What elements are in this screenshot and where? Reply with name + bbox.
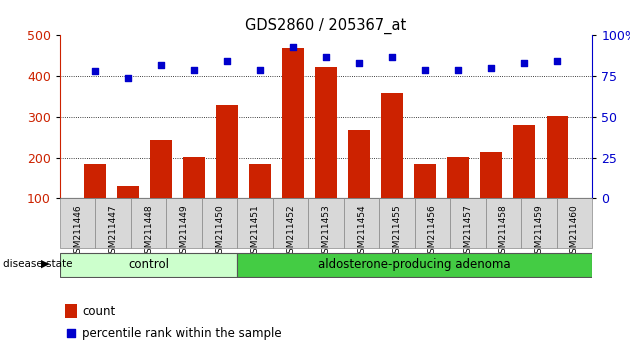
FancyBboxPatch shape (344, 198, 379, 248)
FancyBboxPatch shape (238, 253, 592, 276)
Point (288, 44, 298, 50)
Text: GSM211448: GSM211448 (144, 204, 153, 259)
FancyBboxPatch shape (557, 198, 592, 248)
Point (453, 67, 463, 73)
Text: GSM211457: GSM211457 (464, 204, 472, 259)
Bar (447, 157, 469, 198)
Text: control: control (128, 258, 169, 271)
Bar (117, 186, 139, 198)
Point (420, 67, 430, 73)
Point (486, 65, 496, 71)
FancyBboxPatch shape (202, 198, 238, 248)
Point (189, 67, 199, 73)
Bar (282, 48, 304, 198)
Bar (381, 93, 403, 198)
FancyBboxPatch shape (60, 253, 238, 276)
Bar (315, 67, 337, 198)
Text: count: count (82, 305, 115, 318)
Text: GSM211452: GSM211452 (286, 204, 295, 259)
Text: aldosterone-producing adenoma: aldosterone-producing adenoma (318, 258, 511, 271)
Point (156, 62, 166, 68)
Bar (183, 157, 205, 198)
Point (66, 330, 76, 336)
Bar (216, 105, 238, 198)
Bar (249, 164, 271, 198)
FancyBboxPatch shape (308, 198, 344, 248)
Text: GSM211453: GSM211453 (321, 204, 331, 259)
Text: GSM211456: GSM211456 (428, 204, 437, 259)
FancyBboxPatch shape (60, 198, 95, 248)
Text: ▶: ▶ (41, 259, 49, 269)
FancyBboxPatch shape (450, 198, 486, 248)
Bar (150, 140, 171, 198)
FancyBboxPatch shape (131, 198, 166, 248)
Bar (547, 116, 568, 198)
Text: percentile rank within the sample: percentile rank within the sample (82, 326, 282, 339)
Text: GSM211449: GSM211449 (180, 204, 188, 259)
Bar (481, 152, 502, 198)
Point (354, 60, 364, 66)
FancyBboxPatch shape (379, 198, 415, 248)
Point (123, 75, 133, 81)
Point (553, 59, 563, 64)
Text: GSM211455: GSM211455 (392, 204, 401, 259)
FancyBboxPatch shape (415, 198, 450, 248)
Bar (513, 125, 535, 198)
Text: GSM211450: GSM211450 (215, 204, 224, 259)
Point (519, 60, 529, 66)
Text: GSM211447: GSM211447 (108, 204, 118, 259)
FancyBboxPatch shape (273, 198, 308, 248)
FancyBboxPatch shape (238, 198, 273, 248)
FancyBboxPatch shape (95, 198, 131, 248)
Point (89, 68, 100, 74)
Text: GSM211458: GSM211458 (499, 204, 508, 259)
Text: GSM211451: GSM211451 (251, 204, 260, 259)
Title: GDS2860 / 205367_at: GDS2860 / 205367_at (246, 18, 406, 34)
Bar (348, 130, 370, 198)
FancyBboxPatch shape (166, 198, 202, 248)
Bar (65, 304, 77, 318)
Point (321, 54, 331, 59)
Text: GSM211446: GSM211446 (73, 204, 82, 259)
Point (222, 59, 232, 64)
Text: GSM211454: GSM211454 (357, 204, 366, 259)
Text: disease state: disease state (3, 259, 72, 269)
Text: GSM211460: GSM211460 (570, 204, 579, 259)
Bar (415, 164, 436, 198)
FancyBboxPatch shape (521, 198, 557, 248)
Bar (84, 164, 105, 198)
Text: GSM211459: GSM211459 (534, 204, 544, 259)
FancyBboxPatch shape (486, 198, 521, 248)
Point (387, 54, 397, 59)
Point (255, 67, 265, 73)
